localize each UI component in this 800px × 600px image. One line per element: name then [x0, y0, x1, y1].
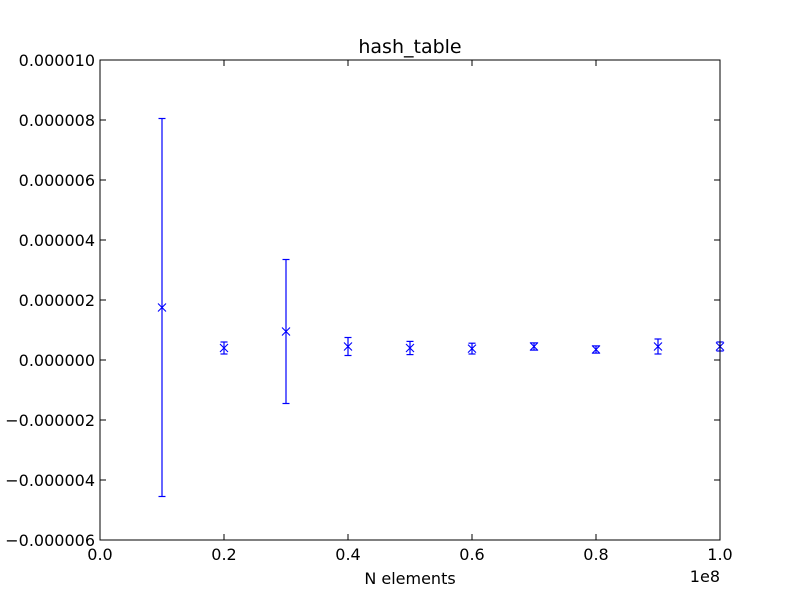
data-point: [157, 117, 167, 498]
y-tick-label: 0.000002: [19, 291, 95, 310]
x-marker: [157, 303, 167, 312]
y-tick-label: 0.000010: [19, 51, 95, 70]
data-point: [467, 342, 477, 355]
data-point: [529, 342, 539, 351]
data-point: [653, 338, 663, 355]
data-marks: [157, 117, 725, 498]
x-marker: [529, 342, 539, 351]
y-tick-label: −0.000002: [5, 411, 95, 430]
data-point: [281, 258, 291, 405]
data-point: [343, 336, 353, 357]
x-tick-label: 1.0: [707, 545, 732, 564]
plot-frame: [99, 59, 721, 541]
y-tick-label: −0.000004: [5, 471, 95, 490]
chart-title: hash_table: [358, 36, 461, 58]
x-marker: [653, 342, 663, 351]
axis-ticks: 0.0 0.2 0.4 0.6 0.8 1.0 −0.000006 −0.000004 −0.0…: [5, 51, 732, 564]
x-tick-label: 0.4: [335, 545, 360, 564]
y-tick-label: 0.000004: [19, 231, 95, 250]
x-tick-label: 0.0: [87, 545, 112, 564]
x-marker: [281, 327, 291, 336]
x-tick-label: 0.6: [459, 545, 484, 564]
data-point: [219, 341, 229, 355]
y-tick-label: −0.000006: [5, 531, 95, 550]
data-point: [405, 340, 415, 356]
x-marker: [405, 343, 415, 353]
x-tick-label: 0.2: [211, 545, 236, 564]
x-marker: [591, 345, 601, 354]
x-axis-title: N elements: [364, 569, 455, 588]
y-tick-label: 0.000006: [19, 171, 95, 190]
x-marker: [219, 343, 229, 353]
data-point: [591, 345, 601, 354]
y-tick-label: 0.000008: [19, 111, 95, 130]
x-axis-offset-label: 1e8: [690, 567, 720, 586]
x-marker: [467, 344, 477, 353]
y-tick-label: 0.000000: [19, 351, 95, 370]
x-tick-label: 0.8: [583, 545, 608, 564]
x-marker: [343, 342, 353, 351]
